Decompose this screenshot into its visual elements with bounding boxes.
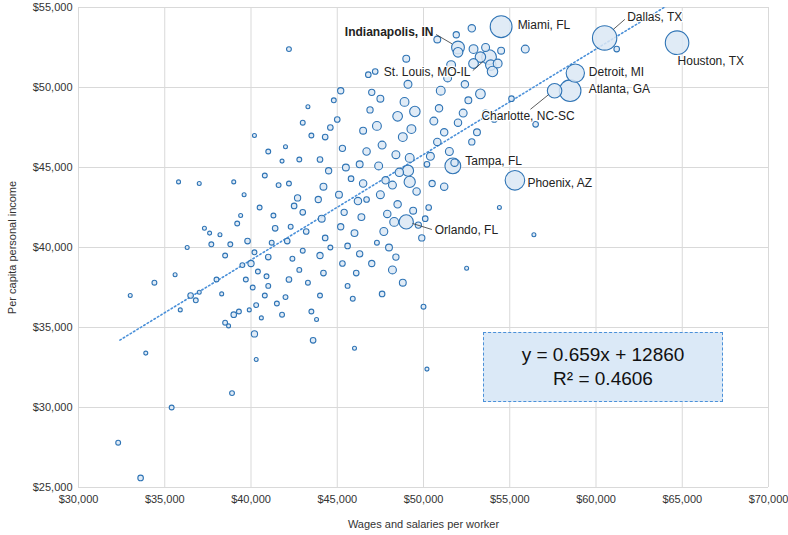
svg-text:$50,000: $50,000 xyxy=(404,493,444,505)
svg-text:Tampa, FL: Tampa, FL xyxy=(465,154,522,168)
svg-text:$70,000: $70,000 xyxy=(749,493,788,505)
svg-text:$65,000: $65,000 xyxy=(662,493,702,505)
svg-text:Detroit, MI: Detroit, MI xyxy=(589,65,644,79)
svg-text:$40,000: $40,000 xyxy=(33,241,73,253)
svg-text:$25,000: $25,000 xyxy=(33,481,73,493)
svg-text:$30,000: $30,000 xyxy=(59,493,99,505)
svg-text:$55,000: $55,000 xyxy=(33,1,73,13)
svg-text:Dallas, TX: Dallas, TX xyxy=(627,10,682,24)
svg-text:Indianapolis, IN: Indianapolis, IN xyxy=(345,25,434,39)
svg-text:Per capita personal income: Per capita personal income xyxy=(6,181,18,314)
svg-text:$35,000: $35,000 xyxy=(145,493,185,505)
svg-text:St. Louis, MO-IL: St. Louis, MO-IL xyxy=(384,65,471,79)
svg-text:$40,000: $40,000 xyxy=(231,493,271,505)
svg-text:Phoenix, AZ: Phoenix, AZ xyxy=(527,176,592,190)
svg-text:$45,000: $45,000 xyxy=(317,493,357,505)
svg-text:$45,000: $45,000 xyxy=(33,161,73,173)
svg-text:Houston, TX: Houston, TX xyxy=(678,54,744,68)
svg-text:$30,000: $30,000 xyxy=(33,401,73,413)
svg-text:Charlotte, NC-SC: Charlotte, NC-SC xyxy=(481,109,575,123)
svg-text:Atlanta, GA: Atlanta, GA xyxy=(589,82,650,96)
svg-text:Wages and salaries per worker: Wages and salaries per worker xyxy=(348,518,500,530)
svg-text:Miami, FL: Miami, FL xyxy=(518,18,571,32)
html-text:y = 0.659x + 12860: y = 0.659x + 12860 xyxy=(521,344,685,365)
svg-text:$50,000: $50,000 xyxy=(33,81,73,93)
svg-text:$60,000: $60,000 xyxy=(576,493,616,505)
svg-text:$35,000: $35,000 xyxy=(33,321,73,333)
html-text:R² = 0.4606: R² = 0.4606 xyxy=(553,368,653,389)
svg-text:$55,000: $55,000 xyxy=(490,493,530,505)
svg-text:Orlando, FL: Orlando, FL xyxy=(435,223,499,237)
